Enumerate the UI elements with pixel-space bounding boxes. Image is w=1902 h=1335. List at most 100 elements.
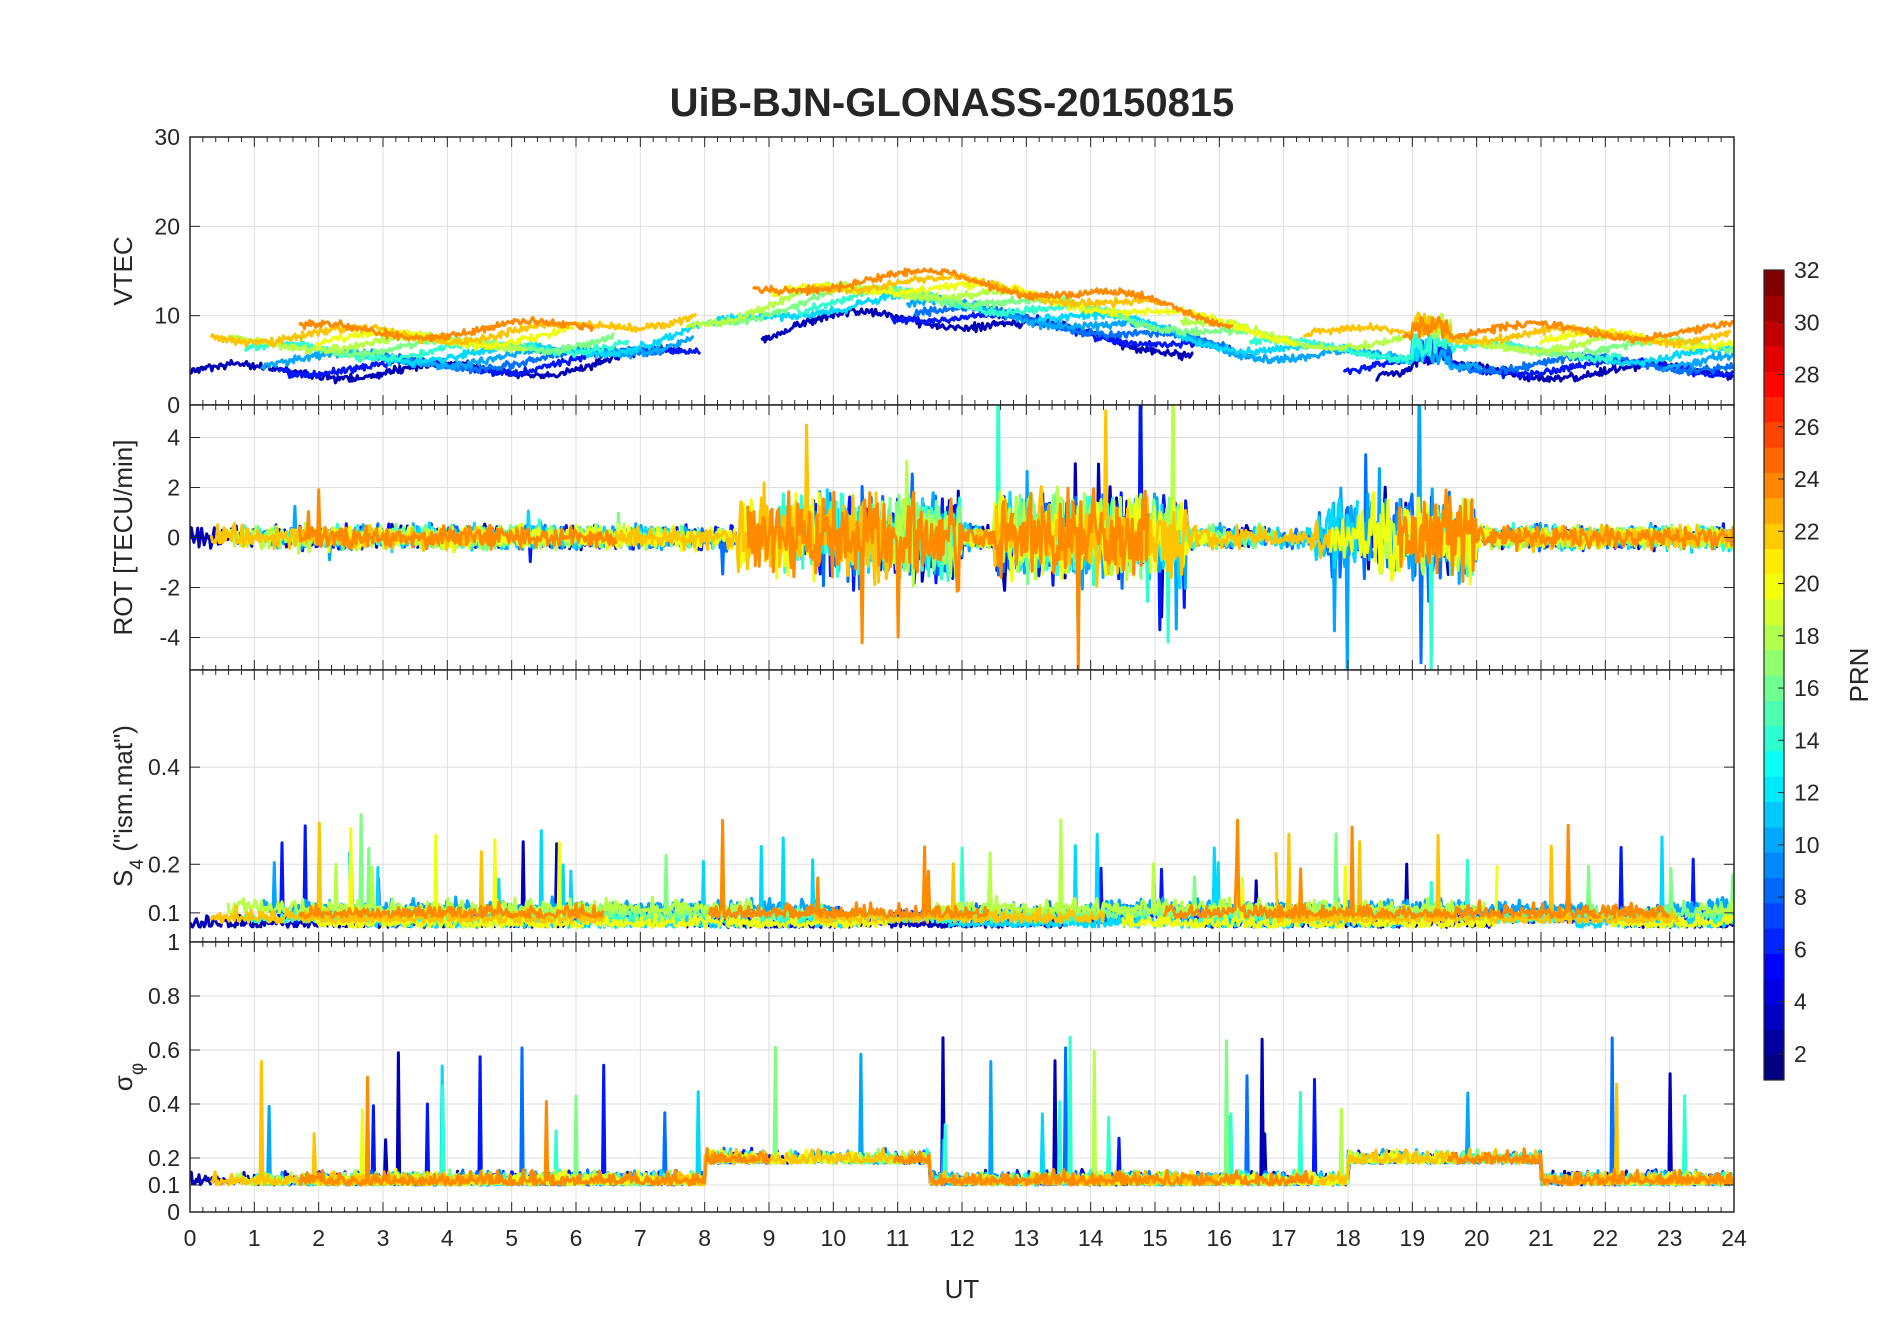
y-tick-label: 0.1 bbox=[148, 1172, 180, 1198]
colorbar-segment bbox=[1764, 472, 1784, 499]
series-line-prn-22 bbox=[1513, 523, 1734, 554]
y-tick-label: 0.2 bbox=[148, 851, 180, 877]
y-tick-label: 20 bbox=[154, 213, 180, 239]
series-line-prn-24 bbox=[1446, 1147, 1734, 1187]
colorbar-tick-label: 24 bbox=[1794, 466, 1820, 492]
x-tick-label: 21 bbox=[1528, 1225, 1554, 1251]
x-tick-label: 2 bbox=[312, 1225, 325, 1251]
y-tick-label: 30 bbox=[154, 124, 180, 150]
colorbar-label: PRN bbox=[1844, 648, 1874, 703]
colorbar-tick-label: 26 bbox=[1794, 414, 1820, 440]
series-line-prn-16 bbox=[706, 282, 1253, 337]
y-axis-label: σφ bbox=[108, 1063, 148, 1091]
colorbar-tick-label: 10 bbox=[1794, 832, 1820, 858]
colorbar-tick-label: 18 bbox=[1794, 623, 1820, 649]
x-tick-label: 22 bbox=[1593, 1225, 1619, 1251]
x-tick-label: 9 bbox=[763, 1225, 776, 1251]
colorbar-segment bbox=[1764, 953, 1784, 980]
series-line-prn-24 bbox=[1396, 488, 1734, 583]
y-tick-label: 0.8 bbox=[148, 983, 180, 1009]
colorbar-tick-label: 4 bbox=[1794, 989, 1807, 1015]
colorbar-tick-label: 16 bbox=[1794, 675, 1820, 701]
colorbar-segment bbox=[1764, 649, 1784, 676]
colorbar-segment bbox=[1764, 523, 1784, 549]
y-axis-label: S4 ("ism.mat") bbox=[108, 725, 148, 887]
colorbar-segment bbox=[1764, 573, 1784, 600]
colorbar-tick-label: 12 bbox=[1794, 780, 1820, 806]
y-tick-label: 0.2 bbox=[148, 1145, 180, 1171]
colorbar-segment bbox=[1764, 624, 1784, 651]
colorbar-segment bbox=[1764, 548, 1784, 575]
x-tick-label: 16 bbox=[1207, 1225, 1233, 1251]
y-tick-label: 1 bbox=[167, 929, 180, 955]
series-line-prn-10 bbox=[1661, 351, 1734, 372]
y-tick-label: 4 bbox=[167, 425, 180, 451]
traces bbox=[190, 405, 1734, 670]
colorbar-segment bbox=[1764, 497, 1784, 524]
y-tick-label: 0 bbox=[167, 525, 180, 551]
traces bbox=[190, 1035, 1734, 1187]
x-tick-label: 10 bbox=[821, 1225, 847, 1251]
colorbar-tick-label: 8 bbox=[1794, 884, 1807, 910]
x-tick-label: 23 bbox=[1657, 1225, 1683, 1251]
colorbar-segment bbox=[1764, 345, 1784, 372]
colorbar-frame bbox=[1763, 269, 1785, 1081]
colorbar-tick-label: 14 bbox=[1794, 727, 1820, 753]
y-tick-label: 0.4 bbox=[148, 1091, 180, 1117]
series-line-prn-24 bbox=[1162, 818, 1670, 920]
colorbar-segment bbox=[1764, 826, 1784, 853]
series-line-prn-20 bbox=[1538, 327, 1734, 352]
series-line-prn-24 bbox=[297, 488, 619, 551]
panel-1: 0 10 20 30 VTEC bbox=[108, 124, 1735, 418]
colorbar-segment bbox=[1764, 852, 1784, 878]
series-line-prn-18 bbox=[1696, 900, 1734, 914]
colorbar-segment bbox=[1764, 447, 1784, 473]
series-line-prn-24 bbox=[298, 900, 605, 920]
panel-2: -4 -2 0 2 4 ROT [TECU/min] bbox=[108, 404, 1735, 671]
colorbar-tick-label: 32 bbox=[1794, 257, 1820, 283]
x-axis-label: UT bbox=[945, 1274, 980, 1304]
x-tick-label: 19 bbox=[1400, 1225, 1426, 1251]
y-tick-label: -4 bbox=[160, 625, 181, 651]
colorbar-tick-label: 22 bbox=[1794, 518, 1820, 544]
colorbar-tick-label: 2 bbox=[1794, 1041, 1807, 1067]
colorbar-tick-label: 6 bbox=[1794, 936, 1807, 962]
y-tick-label: 0.6 bbox=[148, 1037, 180, 1063]
colorbar-segment bbox=[1764, 902, 1784, 929]
series-line-prn-24 bbox=[707, 818, 990, 920]
chart-title: UiB-BJN-GLONASS-20150815 bbox=[670, 81, 1235, 125]
series-line-prn-24 bbox=[746, 486, 1150, 670]
y-axis-label: VTEC bbox=[108, 236, 138, 305]
colorbar-segment bbox=[1764, 1004, 1784, 1030]
series-line-prn-24 bbox=[298, 316, 595, 343]
series-line-prn-22 bbox=[1302, 311, 1731, 349]
colorbar-tick-label: 20 bbox=[1794, 571, 1820, 597]
colorbar-segment bbox=[1764, 725, 1784, 752]
y-axis-label: ROT [TECU/min] bbox=[108, 440, 138, 636]
series-line-prn-22 bbox=[1274, 832, 1680, 925]
colorbar-segment bbox=[1764, 978, 1784, 1005]
x-tick-label: 17 bbox=[1271, 1225, 1297, 1251]
y-tick-label: 0.4 bbox=[148, 754, 180, 780]
traces bbox=[190, 267, 1734, 385]
colorbar-segment bbox=[1764, 320, 1784, 347]
y-tick-label: 0.1 bbox=[148, 900, 180, 926]
colorbar-segment bbox=[1764, 270, 1784, 296]
y-tick-label: 0 bbox=[167, 392, 180, 418]
colorbar-segment bbox=[1764, 599, 1784, 625]
colorbar-segment bbox=[1764, 1054, 1784, 1081]
series-line-prn-12 bbox=[1604, 343, 1734, 368]
traces bbox=[190, 813, 1734, 929]
colorbar-segment bbox=[1764, 877, 1784, 904]
x-tick-label: 18 bbox=[1335, 1225, 1361, 1251]
series-line-prn-22 bbox=[209, 312, 698, 348]
series-line-prn-24 bbox=[892, 1150, 1314, 1187]
series-line-prn-24 bbox=[297, 1075, 771, 1187]
x-tick-label: 7 bbox=[634, 1225, 647, 1251]
panel-4: 00.10.2 0.4 0.6 0.8 1 σφ bbox=[108, 929, 1735, 1225]
x-tick-label: 15 bbox=[1142, 1225, 1168, 1251]
